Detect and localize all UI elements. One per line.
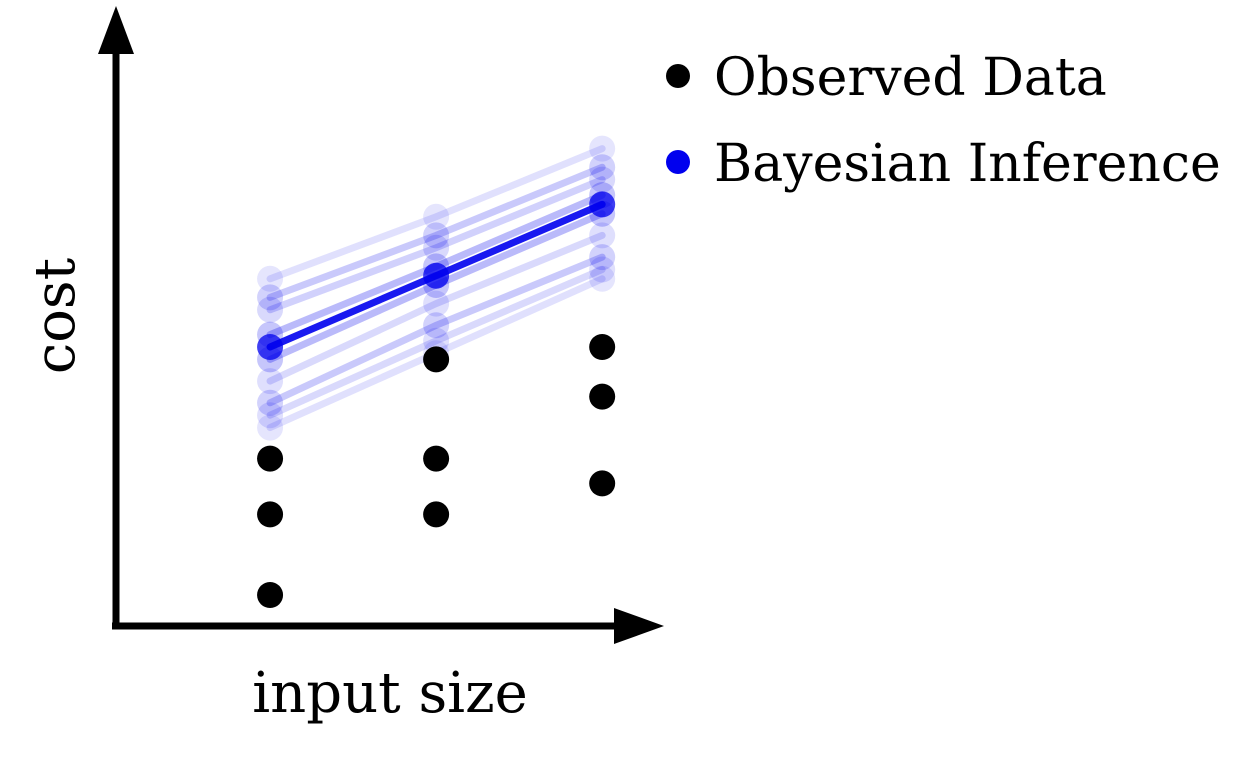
inference-point bbox=[257, 389, 284, 416]
inference-point bbox=[257, 296, 284, 323]
inference-point bbox=[423, 290, 450, 317]
inference-lines bbox=[257, 135, 616, 441]
inference-point bbox=[423, 327, 450, 354]
inference-line bbox=[257, 191, 616, 360]
inference-point bbox=[257, 334, 284, 360]
inference-point bbox=[423, 234, 450, 261]
legend-label-inference: Bayesian Inference bbox=[714, 134, 1221, 194]
inference-line bbox=[257, 135, 616, 292]
inference-point bbox=[589, 222, 616, 249]
inference-line-path bbox=[266, 163, 606, 301]
inference-point bbox=[257, 368, 284, 395]
inference-point bbox=[589, 256, 616, 283]
observed-point bbox=[423, 445, 450, 472]
inference-point bbox=[423, 312, 450, 339]
inference-point bbox=[257, 284, 284, 311]
y-axis-label: cost bbox=[23, 257, 88, 374]
inference-point bbox=[589, 191, 616, 218]
axes bbox=[98, 6, 664, 644]
x-axis-arrow bbox=[614, 608, 664, 644]
inference-line-path bbox=[266, 266, 606, 419]
legend-label-observed: Observed Data bbox=[714, 48, 1107, 108]
inference-line bbox=[257, 256, 616, 429]
observed-point bbox=[589, 334, 616, 360]
inference-line-path bbox=[266, 231, 606, 385]
legend: Observed Data Bayesian Inference bbox=[666, 48, 1221, 194]
inference-point bbox=[589, 135, 616, 162]
observed-point bbox=[589, 383, 616, 410]
observed-point bbox=[257, 445, 284, 472]
inference-line-path bbox=[266, 176, 606, 314]
inference-line bbox=[257, 244, 616, 416]
observed-point bbox=[589, 470, 616, 497]
legend-marker-inference bbox=[666, 150, 690, 174]
observed-point bbox=[423, 346, 450, 373]
observed-point bbox=[257, 582, 284, 608]
inference-point bbox=[257, 414, 284, 441]
legend-marker-observed bbox=[666, 64, 690, 88]
observed-point bbox=[257, 501, 284, 528]
inference-line-path bbox=[266, 253, 606, 407]
inference-point bbox=[589, 166, 616, 193]
inference-line bbox=[257, 166, 616, 323]
y-axis-arrow bbox=[98, 6, 134, 54]
inference-point bbox=[589, 265, 616, 292]
x-axis-label: input size bbox=[252, 661, 528, 726]
inference-point bbox=[589, 244, 616, 271]
inference-line bbox=[257, 154, 616, 311]
inference-point bbox=[257, 402, 284, 429]
inference-point bbox=[423, 262, 450, 289]
inference-point bbox=[589, 154, 616, 181]
inference-line-path bbox=[266, 145, 606, 283]
observed-point bbox=[423, 501, 450, 528]
inference-point bbox=[423, 222, 450, 249]
inference-line bbox=[257, 222, 616, 395]
inference-point bbox=[257, 265, 284, 292]
observed-points bbox=[257, 334, 616, 608]
inference-point bbox=[423, 203, 450, 230]
